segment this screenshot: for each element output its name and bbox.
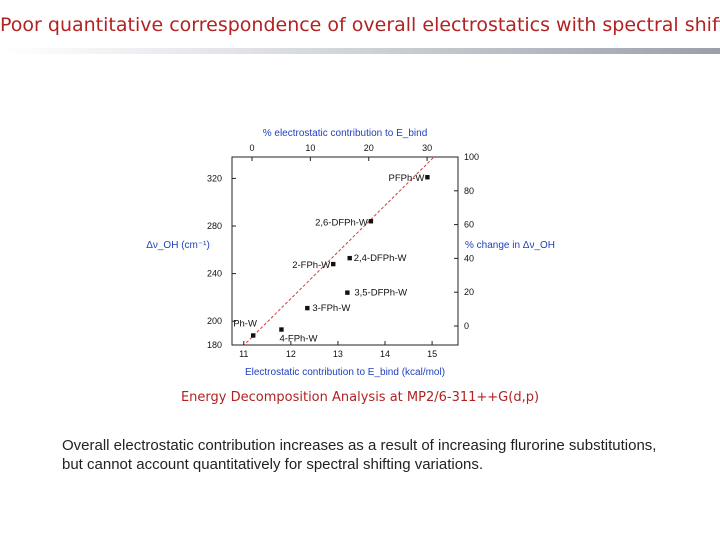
y-tick-label: 280 (207, 221, 222, 231)
data-point (279, 327, 284, 332)
data-point (250, 333, 256, 338)
right-tick-label: 60 (464, 220, 474, 230)
point-label: 2,6-DFPh-W (315, 217, 368, 228)
scatter-chart: 11 12 13 14 15 180 200 240 280 320 0 10 20 30 0 20 40 60 8… (146, 128, 555, 378)
top-tick-label: 10 (305, 143, 315, 153)
fit-line (243, 157, 435, 345)
x-tick-label: 15 (427, 349, 437, 359)
x-axis-title: Electrostatic contribution to E_bind (kc… (245, 367, 445, 378)
point-label: Ph-W (233, 318, 257, 329)
point-label: 2-FPh-W (292, 260, 330, 271)
plot-frame (231, 156, 459, 346)
data-point (331, 261, 336, 267)
title-divider (0, 48, 720, 54)
right-tick-label: 80 (464, 186, 474, 196)
slide-title: Poor quantitative correspondence of over… (0, 14, 720, 36)
summary-text: Overall electrostatic contribution incre… (62, 437, 657, 473)
y-axis-title: Δν_OH (cm⁻¹) (146, 240, 210, 251)
point-label: PFPh-W (389, 173, 425, 184)
data-point (425, 175, 430, 180)
point-label: 3,5-DFPh-W (354, 288, 407, 299)
chart-caption: Energy Decomposition Analysis at MP2/6-3… (180, 390, 540, 405)
x-tick-label: 13 (333, 349, 343, 359)
data-point (368, 219, 374, 224)
data-point (345, 290, 350, 295)
data-point (305, 305, 310, 311)
y-tick-label: 200 (207, 316, 222, 326)
top-axis-title: % electrostatic contribution to E_bind (263, 128, 428, 139)
right-tick-label: 0 (464, 321, 469, 331)
y-tick-label: 240 (207, 269, 222, 279)
right-axis-title: % change in Δν_OH (465, 240, 555, 251)
right-tick-label: 40 (464, 253, 474, 263)
top-tick-label: 0 (249, 143, 254, 153)
y-tick-label: 180 (207, 340, 222, 350)
top-tick-label: 20 (364, 143, 374, 153)
right-tick-label: 100 (464, 152, 479, 162)
right-tick-label: 20 (464, 287, 474, 297)
x-tick-label: 14 (380, 349, 390, 359)
data-point (347, 255, 352, 261)
point-label: 4-FPh-W (279, 334, 317, 345)
x-tick-label: 11 (239, 349, 248, 359)
y-tick-label: 320 (207, 173, 222, 183)
x-tick-label: 12 (286, 349, 296, 359)
point-label: 3-FPh-W (312, 303, 350, 314)
point-label: 2,4-DFPh-W (354, 253, 407, 264)
top-tick-label: 30 (422, 143, 432, 153)
